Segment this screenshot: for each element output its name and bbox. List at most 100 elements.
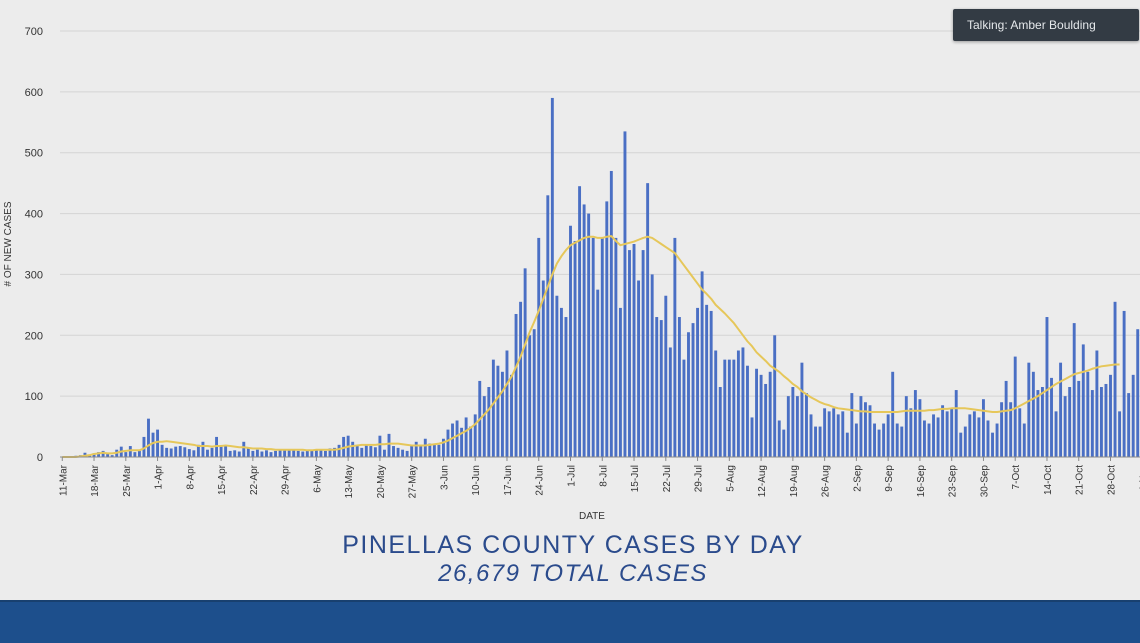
bar bbox=[206, 449, 209, 457]
bar bbox=[981, 399, 985, 457]
bar bbox=[469, 426, 473, 457]
bar bbox=[936, 417, 940, 457]
bar bbox=[782, 429, 786, 457]
bar bbox=[251, 450, 255, 457]
bar bbox=[691, 323, 695, 457]
bar bbox=[618, 307, 622, 457]
bar bbox=[723, 359, 727, 457]
bar bbox=[1059, 362, 1063, 457]
bar bbox=[451, 423, 454, 457]
bar bbox=[977, 417, 981, 457]
bar bbox=[614, 237, 618, 457]
bar bbox=[1004, 380, 1008, 457]
bar bbox=[573, 240, 577, 457]
bar bbox=[945, 411, 949, 457]
bar bbox=[596, 289, 600, 457]
bar bbox=[128, 446, 132, 457]
bar bbox=[324, 450, 327, 457]
bar bbox=[805, 393, 808, 457]
bar bbox=[292, 449, 296, 457]
bar bbox=[909, 408, 913, 457]
bar bbox=[369, 446, 373, 457]
bar bbox=[301, 451, 305, 457]
bar bbox=[287, 449, 291, 457]
bar bbox=[705, 304, 709, 457]
bar bbox=[854, 423, 858, 457]
x-tick-label: 6-May bbox=[312, 465, 323, 493]
x-axis bbox=[60, 456, 1140, 461]
bar bbox=[795, 396, 799, 457]
talking-indicator: Talking: Amber Boulding bbox=[953, 9, 1139, 41]
bar bbox=[777, 420, 781, 457]
bar bbox=[700, 271, 704, 457]
bar bbox=[133, 452, 137, 457]
bar bbox=[736, 350, 740, 457]
bar bbox=[818, 426, 822, 457]
bar bbox=[959, 432, 963, 457]
y-axis-ticks: 0 100 200 300 400 500 600 700 bbox=[25, 26, 43, 464]
bar bbox=[732, 359, 736, 457]
bar bbox=[328, 448, 332, 457]
bar bbox=[156, 429, 160, 457]
bar bbox=[519, 301, 523, 457]
bar bbox=[396, 447, 400, 457]
x-tick-label: 20-May bbox=[376, 465, 387, 498]
bar bbox=[864, 402, 867, 457]
bar bbox=[360, 447, 364, 457]
bar bbox=[709, 310, 713, 457]
bar bbox=[559, 307, 563, 457]
bar bbox=[1136, 329, 1140, 457]
bar bbox=[333, 447, 336, 457]
bar bbox=[224, 446, 228, 457]
x-tick-label: 29-Jul bbox=[694, 465, 705, 492]
bar bbox=[187, 449, 191, 457]
bar bbox=[487, 387, 491, 457]
x-tick-label: 13-May bbox=[344, 465, 355, 498]
bar bbox=[473, 414, 477, 457]
bar bbox=[968, 414, 972, 457]
bar bbox=[1131, 374, 1135, 457]
bar bbox=[918, 399, 922, 457]
bar bbox=[537, 237, 541, 457]
bar bbox=[228, 450, 232, 457]
bar bbox=[986, 420, 990, 457]
bar bbox=[183, 447, 187, 457]
bar bbox=[696, 307, 700, 457]
bar bbox=[868, 405, 872, 457]
bar bbox=[814, 426, 817, 457]
bar bbox=[1104, 383, 1108, 457]
bar bbox=[305, 449, 309, 457]
bar bbox=[446, 429, 450, 457]
bar bbox=[941, 405, 945, 457]
x-tick-label: 23-Sep bbox=[948, 465, 959, 498]
chart-title: PINELLAS COUNTY CASES BY DAY bbox=[342, 531, 804, 559]
bar bbox=[419, 446, 423, 457]
y-tick-label: 700 bbox=[25, 26, 43, 38]
bar bbox=[246, 447, 250, 457]
x-tick-label: 4-Nov bbox=[1138, 465, 1140, 492]
bar bbox=[491, 359, 495, 457]
bar bbox=[718, 387, 722, 457]
bar bbox=[786, 396, 790, 457]
bar bbox=[664, 295, 668, 457]
chart-subtitle: 26,679 TOTAL CASES bbox=[438, 560, 708, 587]
x-tick-label: 10-Jun bbox=[471, 465, 482, 496]
y-tick-label: 500 bbox=[25, 148, 43, 160]
x-tick-label: 24-Jun bbox=[535, 465, 546, 496]
bar bbox=[764, 383, 768, 457]
bar bbox=[609, 170, 613, 457]
bar bbox=[578, 186, 582, 457]
x-tick-label: 8-Jul bbox=[598, 465, 609, 487]
bar bbox=[423, 438, 427, 457]
x-tick-label: 19-Aug bbox=[789, 465, 800, 497]
bar bbox=[727, 359, 731, 457]
bar bbox=[265, 450, 268, 457]
bar bbox=[387, 433, 391, 457]
x-tick-label: 16-Sep bbox=[916, 465, 927, 498]
bar bbox=[432, 444, 436, 457]
bar bbox=[428, 443, 432, 457]
x-tick-label: 3-Jun bbox=[439, 465, 450, 490]
bar bbox=[827, 411, 831, 457]
bar bbox=[505, 350, 509, 457]
bar bbox=[482, 396, 486, 457]
